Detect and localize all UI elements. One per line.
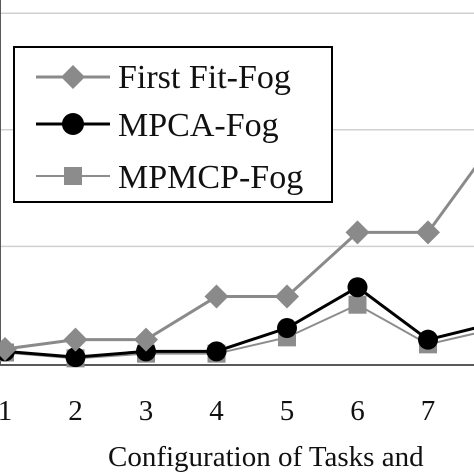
data-point-circle [277, 318, 297, 339]
series [0, 166, 474, 368]
legend-marker-square [64, 167, 82, 185]
legend-label-mpca-fog: MPCA-Fog [118, 107, 279, 144]
data-point-diamond [63, 327, 88, 352]
x-tick-label: 5 [280, 395, 295, 427]
data-point-diamond [204, 284, 229, 309]
legend-item-mpca-fog: MPCA-Fog [36, 107, 279, 144]
x-tick-label: 3 [139, 395, 154, 427]
data-point-circle [65, 347, 86, 368]
data-point-circle [347, 277, 368, 298]
data-point-diamond [275, 284, 299, 309]
legend-item-mpmcp-fog: MPMCP-Fog [36, 159, 303, 196]
data-point-circle [206, 341, 227, 362]
x-axis-label: Configuration of Tasks and [108, 441, 424, 473]
x-tick-label: 7 [421, 395, 436, 427]
series-line [4, 285, 474, 359]
legend-marker-diamond [61, 65, 85, 89]
legend-label-mpmcp-fog: MPMCP-Fog [118, 159, 303, 196]
data-point-circle [418, 329, 438, 350]
x-tick-label: 4 [209, 395, 224, 427]
x-axis-ticks: 12345678 [0, 395, 436, 427]
x-tick-label: 6 [350, 395, 365, 427]
data-point-diamond [134, 327, 158, 352]
x-tick-label: 1 [0, 395, 12, 427]
legend-item-first-fit-fog: First Fit-Fog [36, 59, 291, 96]
plot-frame [0, 0, 474, 366]
legend-label-first-fit-fog: First Fit-Fog [118, 59, 291, 96]
data-point-diamond [416, 220, 440, 245]
data-point-diamond [0, 337, 17, 362]
legend-marker-circle [62, 113, 84, 135]
x-tick-label: 2 [68, 395, 83, 427]
series-first-fit-fog [0, 166, 474, 362]
legend: First Fit-Fog MPCA-Fog MPMCP-Fog [13, 46, 333, 203]
data-point-diamond [345, 220, 370, 245]
data-point-square [348, 295, 367, 314]
series-mpca-fog [0, 277, 474, 368]
